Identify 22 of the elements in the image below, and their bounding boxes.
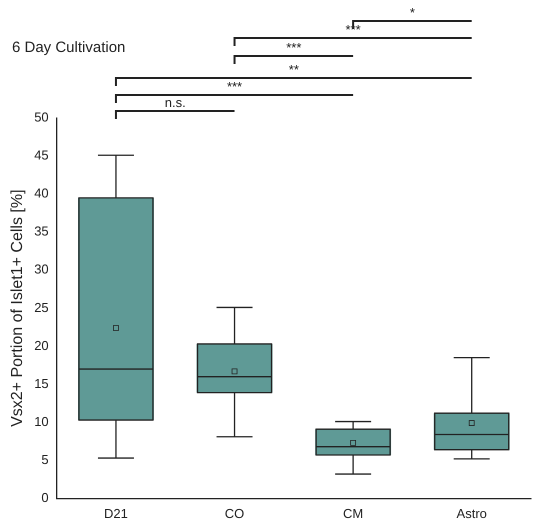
y-axis-title: Vsx2+ Portion of Islet1+ Cells [%] [9,189,26,427]
y-tick-label: 0 [41,490,49,505]
x-tick-label: CO [224,506,244,521]
y-tick-label: 40 [34,186,49,201]
chart-title: 6 Day Cultivation [12,39,126,56]
y-tick-label: 45 [34,148,49,163]
text: * [410,5,415,20]
x-tick-label: D21 [104,506,128,521]
y-tick-label: 30 [34,262,49,277]
y-tick-label: 20 [34,338,49,353]
y-tick-label: 50 [34,110,49,125]
y-tick-label: 10 [34,414,49,429]
y-tick-label: 15 [34,376,49,391]
y-tick-label: 25 [34,300,49,315]
text: n.s. [164,95,186,110]
y-tick-label: 5 [41,452,49,467]
text: ** [288,62,299,78]
text: *** [226,79,242,94]
y-tick-label: 35 [34,224,49,239]
text: *** [286,40,302,56]
x-tick-label: CM [343,506,364,521]
x-tick-label: Astro [456,506,487,521]
